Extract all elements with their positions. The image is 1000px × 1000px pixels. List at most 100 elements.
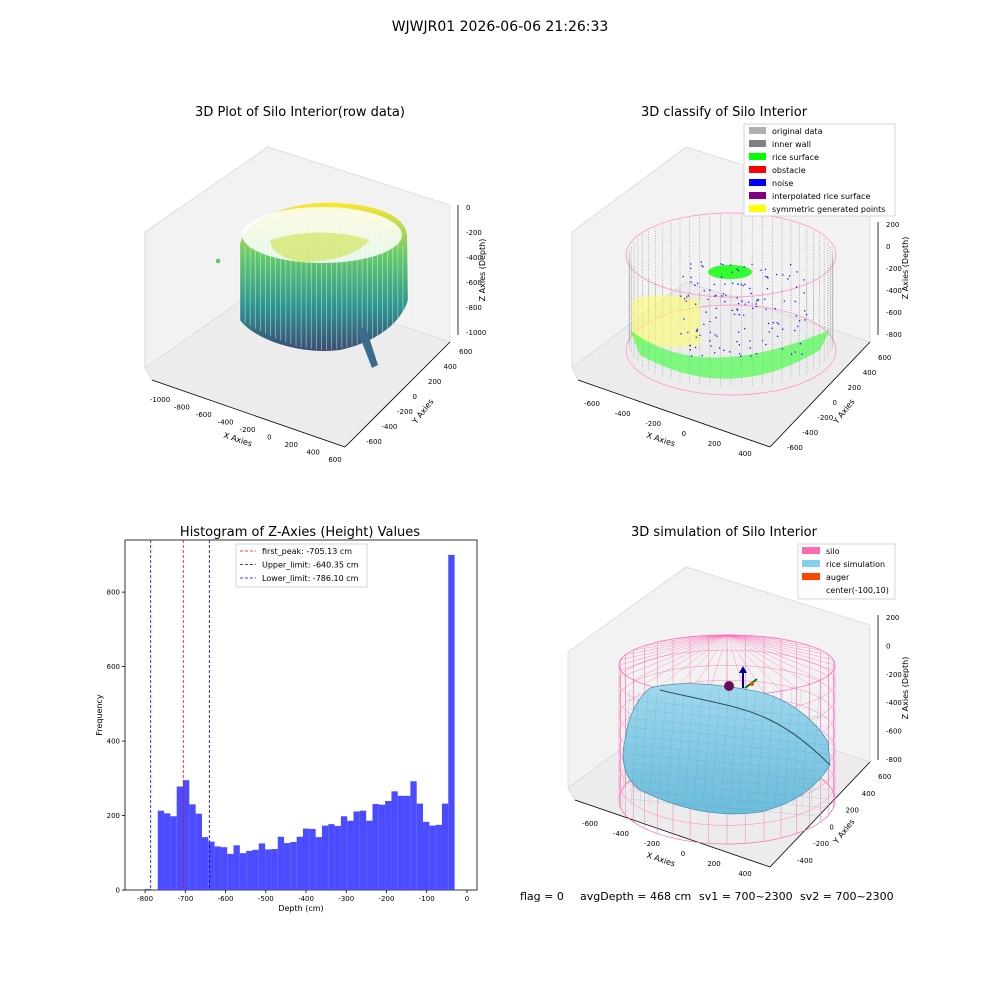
- histogram-bar: [176, 786, 184, 890]
- histogram-x-tick-label: -200: [379, 895, 395, 903]
- rice-mesh-line: [702, 690, 712, 806]
- rice-mesh-line: [627, 798, 829, 818]
- histogram-bar: [372, 803, 379, 890]
- silo-roof-spoke: [657, 634, 728, 689]
- rice-mesh-line: [648, 693, 658, 806]
- classify-noise-point: [764, 298, 766, 300]
- classify-noise-point: [803, 279, 805, 281]
- classify-noise-point: [731, 271, 734, 274]
- silo-roof-spoke: [726, 634, 829, 676]
- histogram-bar: [227, 853, 234, 890]
- classify-noise-point: [755, 305, 758, 308]
- classify-noise-point: [709, 320, 711, 323]
- classify-x-label: X Axies: [645, 431, 676, 449]
- simulation-y-tick-label: 600: [878, 773, 891, 781]
- classify-noise-point: [764, 268, 767, 270]
- classify-legend-label: inner wall: [772, 140, 811, 149]
- classify-noise-point: [747, 301, 750, 303]
- classify-noise-point: [690, 281, 692, 283]
- raw-x-tick-label: -400: [218, 419, 234, 427]
- classify-noise-point: [714, 334, 716, 336]
- panel-raw-data: 3D Plot of Silo Interior(row data) -1000…: [144, 105, 487, 464]
- classify-noise-point: [750, 355, 752, 357]
- classify-noise-point: [767, 277, 769, 279]
- silo-roof-spoke: [726, 634, 797, 689]
- classify-noise-point: [731, 309, 733, 312]
- classify-noise-point: [794, 329, 796, 332]
- histogram-bar: [296, 836, 304, 890]
- classify-noise-point: [696, 282, 699, 284]
- silo-roof-spoke: [726, 634, 829, 655]
- classify-noise-point: [716, 335, 718, 337]
- panel-simulation: 3D simulation of Silo Interior -600-400-…: [567, 525, 910, 878]
- classify-noise-points: [680, 261, 808, 357]
- classify-noise-point: [765, 343, 767, 346]
- rice-mesh-line: [801, 691, 811, 806]
- classify-noise-point: [694, 346, 697, 349]
- panel-classify-title: 3D classify of Silo Interior: [641, 105, 808, 120]
- simulation-legend-swatch: [802, 560, 820, 567]
- histogram-bar: [353, 811, 360, 890]
- classify-noise-point: [771, 327, 773, 329]
- histogram-vlines: [150, 540, 210, 890]
- classify-noise-point: [725, 294, 727, 296]
- classify-legend-swatch: [749, 166, 766, 173]
- classify-noise-point: [687, 331, 689, 334]
- histogram-x-tick-label: -700: [177, 895, 193, 903]
- histogram-bar: [328, 824, 335, 890]
- classify-noise-point: [714, 295, 716, 297]
- simulation-legend: silo rice simulation auger center(-100,10): [797, 543, 896, 600]
- classify-noise-point: [801, 353, 803, 355]
- classify-noise-point: [722, 293, 725, 295]
- classify-noise-point: [775, 273, 778, 276]
- classify-noise-point: [782, 274, 784, 276]
- simulation-z-tick-label: -600: [886, 728, 902, 736]
- classify-noise-point: [713, 352, 716, 354]
- histogram-y-tick-label: 400: [107, 738, 120, 746]
- classify-y-tick-label: -400: [802, 429, 818, 437]
- histogram-legend-frame: [235, 543, 368, 588]
- raw-x-tick-label: -200: [240, 426, 256, 434]
- classify-x-tick-label: 200: [708, 440, 721, 448]
- histogram-bar: [391, 791, 398, 890]
- classify-noise-point: [709, 331, 711, 333]
- classify-noise-point: [719, 347, 721, 349]
- classify-x-tick-label: -400: [615, 410, 631, 418]
- histogram-bar: [416, 803, 424, 890]
- classify-noise-point: [788, 275, 791, 277]
- classify-noise-point: [682, 275, 684, 278]
- classify-noise-point: [761, 340, 764, 342]
- classify-noise-point: [805, 314, 808, 316]
- raw-z-label: Z Axies (Depth): [478, 239, 487, 302]
- classify-z-tick-label: -400: [886, 287, 902, 295]
- classify-noise-point: [730, 264, 732, 266]
- histogram-bar: [448, 554, 455, 890]
- simulation-z-tick-label: 200: [886, 614, 899, 622]
- rice-mesh-line: [627, 735, 829, 755]
- histogram-bar: [290, 841, 297, 890]
- silo-roof-spoke: [620, 634, 728, 671]
- classify-noise-point: [690, 276, 692, 279]
- histogram-bar: [359, 810, 367, 890]
- classify-noise-point: [737, 269, 740, 272]
- classify-noise-point: [720, 263, 722, 265]
- silo-roof-spoke: [726, 634, 834, 671]
- status-sv2: sv2 = 700~2300: [800, 890, 894, 903]
- classify-y-tick-label: 400: [863, 369, 876, 377]
- classify-z-tick-label: 0: [886, 243, 890, 251]
- classify-noise-point: [796, 271, 798, 273]
- raw-y-tick-label: 600: [459, 348, 472, 356]
- classify-noise-point: [736, 268, 738, 270]
- histogram-bar: [429, 825, 436, 890]
- status-avg-depth: avgDepth = 468 cm: [580, 890, 691, 903]
- simulation-z-tick-label: 0: [886, 642, 890, 650]
- classify-noise-point: [709, 340, 711, 342]
- raw-x-ticks: -1000 -800 -600 -400 -200 0 200 400 600: [150, 396, 342, 464]
- classify-noise-point: [760, 269, 762, 271]
- classify-noise-point: [728, 351, 731, 353]
- raw-z-ticks: 0 -200 -400 -600 -800 -1000: [466, 204, 486, 337]
- rice-mesh-line: [630, 691, 640, 806]
- histogram-bar: [340, 816, 348, 890]
- histogram-bar: [214, 846, 221, 890]
